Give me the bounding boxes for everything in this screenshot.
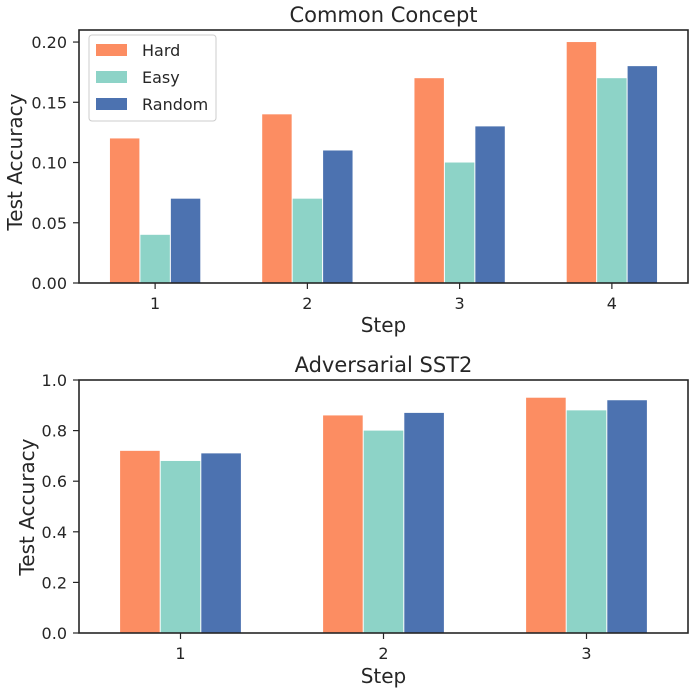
ticks-layer: 1 2 3 0.0 0.2 0.4 0.6 0.8 1.0	[42, 371, 592, 663]
y-tick-label: 0.10	[31, 154, 67, 173]
y-axis-label: Test Accuracy	[15, 438, 39, 576]
bar	[140, 234, 170, 283]
x-tick-label: 1	[150, 294, 160, 313]
plot-frame	[78, 379, 689, 634]
legend-label-random: Random	[142, 95, 208, 114]
ticks-layer: 1 2 3 4 0.00 0.05 0.10 0.15 0.20	[31, 33, 617, 313]
y-tick-label: 0.15	[31, 93, 67, 112]
bar	[566, 42, 597, 283]
y-axis-label: Test Accuracy	[3, 93, 27, 231]
bar	[404, 412, 444, 633]
y-tick-label: 0.05	[31, 214, 67, 233]
x-tick-label: 3	[455, 294, 465, 313]
bar	[170, 198, 201, 283]
bar	[475, 126, 505, 283]
bar	[526, 397, 566, 633]
bar	[160, 460, 201, 633]
legend: Hard Easy Random	[88, 34, 217, 122]
x-tick-label: 2	[302, 294, 312, 313]
bar	[444, 162, 475, 283]
legend-label-easy: Easy	[142, 68, 180, 87]
bars-layer	[109, 42, 658, 283]
x-axis-label: Step	[361, 313, 407, 337]
y-tick-label: 0.6	[42, 472, 67, 491]
y-tick-label: 0.4	[42, 523, 67, 542]
bar	[323, 150, 353, 283]
y-tick-label: 0.00	[31, 274, 67, 293]
plot-frame	[78, 29, 689, 284]
x-axis-label: Step	[361, 664, 407, 688]
bar	[201, 453, 241, 633]
bar	[566, 410, 607, 633]
bar	[120, 450, 160, 633]
x-tick-label: 4	[607, 294, 617, 313]
bar	[607, 400, 647, 633]
chart-title: Adversarial SST2	[295, 353, 473, 377]
bar	[109, 138, 140, 283]
bar	[292, 198, 323, 283]
y-tick-label: 0.2	[42, 573, 67, 592]
bars-layer	[120, 397, 647, 633]
chart-adversarial-sst2: Adversarial SST2 Test Accuracy Step 1 2 3 0…	[15, 353, 689, 688]
chart-title: Common Concept	[289, 3, 477, 27]
y-tick-label: 0.8	[42, 422, 67, 441]
x-tick-label: 2	[378, 644, 388, 663]
bar	[363, 430, 404, 633]
y-tick-label: 0.20	[31, 33, 67, 52]
bar	[627, 66, 658, 283]
chart-common-concept: Common Concept Test Accuracy Step 1 2 3 4 0.…	[3, 3, 689, 337]
legend-swatch-easy	[96, 71, 127, 83]
y-tick-label: 1.0	[42, 371, 67, 390]
x-tick-label: 1	[175, 644, 185, 663]
bar	[262, 114, 292, 283]
bar	[323, 415, 363, 633]
legend-label-hard: Hard	[142, 41, 180, 60]
y-tick-label: 0.0	[42, 624, 67, 643]
legend-swatch-hard	[96, 44, 127, 56]
bar	[597, 78, 627, 283]
x-tick-label: 3	[581, 644, 591, 663]
bar	[414, 78, 444, 283]
legend-swatch-random	[96, 98, 127, 110]
